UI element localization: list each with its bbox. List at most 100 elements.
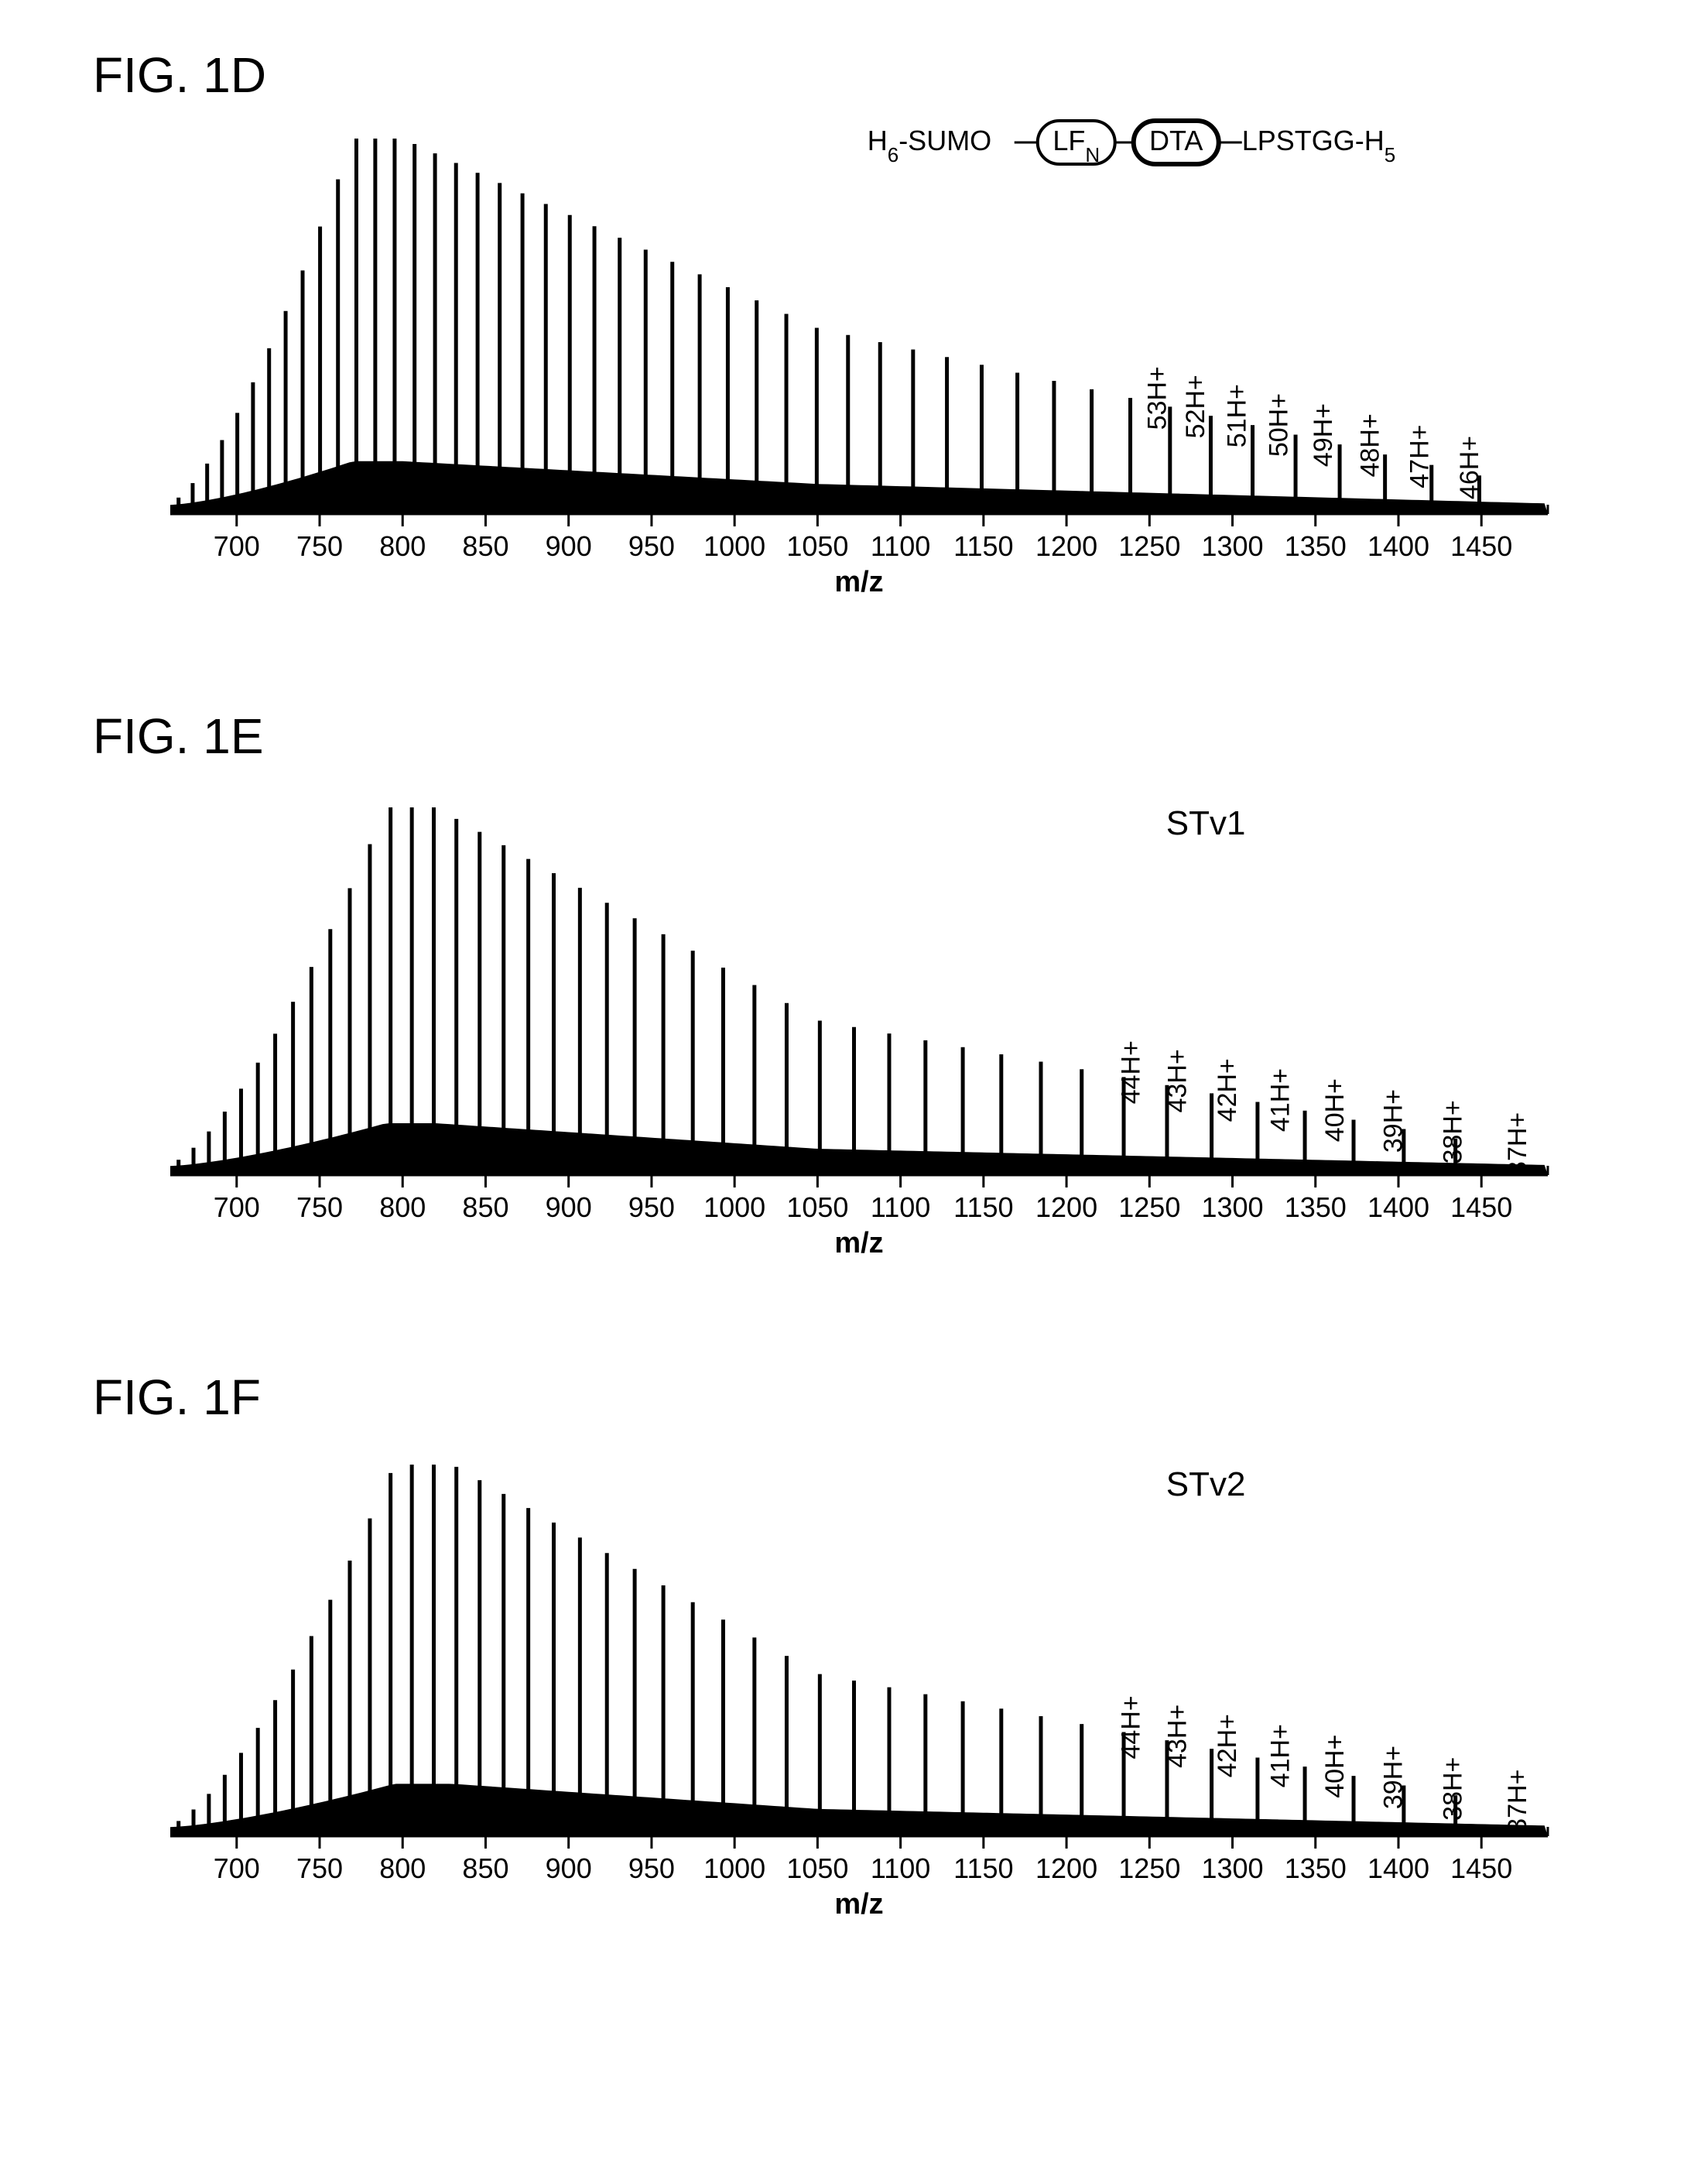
svg-text:44H+: 44H+ <box>1116 1040 1145 1104</box>
x-tick-label: 750 <box>296 1852 343 1884</box>
x-tick-label: 1350 <box>1285 530 1347 562</box>
x-tick-label: 1300 <box>1201 1191 1263 1223</box>
x-tick-label: 700 <box>214 1191 260 1223</box>
x-tick-label: 1150 <box>953 530 1013 562</box>
x-tick-label: 900 <box>546 1191 592 1223</box>
panel-title: FIG. 1E <box>93 708 1615 765</box>
x-tick-label: 800 <box>379 1191 426 1223</box>
svg-text:39H+: 39H+ <box>1378 1746 1408 1809</box>
series-label: STv2 <box>1166 1465 1246 1503</box>
spectrum-svg: 7007508008509009501000105011001150120012… <box>155 111 1563 599</box>
x-tick-label: 700 <box>214 530 260 562</box>
x-tick-label: 1200 <box>1035 530 1097 562</box>
peak-charge-label: 51H+ <box>1223 384 1252 447</box>
svg-text:DTA: DTA <box>1149 125 1203 156</box>
x-tick-label: 1100 <box>871 1852 930 1884</box>
x-tick-label: 850 <box>462 1191 508 1223</box>
peak-charge-label: 49H+ <box>1309 403 1338 467</box>
x-tick-label: 750 <box>296 1191 343 1223</box>
x-tick-label: 1000 <box>703 530 765 562</box>
svg-text:38H+: 38H+ <box>1438 1100 1467 1163</box>
x-axis-label: m/z <box>834 1227 883 1259</box>
x-tick-label: 950 <box>628 1191 675 1223</box>
x-tick-label: 800 <box>379 530 426 562</box>
peak-charge-label: 38H+ <box>1438 1757 1467 1821</box>
x-tick-label: 1050 <box>786 530 848 562</box>
peak-charge-label: 42H+ <box>1213 1714 1242 1777</box>
x-tick-label: 1350 <box>1285 1191 1347 1223</box>
svg-text:47H+: 47H+ <box>1405 425 1435 488</box>
svg-text:52H+: 52H+ <box>1181 375 1210 438</box>
svg-text:LFN: LFN <box>1053 125 1100 166</box>
peak-charge-label: 53H+ <box>1143 366 1172 430</box>
svg-text:43H+: 43H+ <box>1162 1705 1192 1768</box>
panel-fig-1d: FIG. 1D 70075080085090095010001050110011… <box>93 46 1615 599</box>
x-tick-label: 950 <box>628 1852 675 1884</box>
x-tick-label: 1400 <box>1367 1852 1429 1884</box>
x-tick-label: 1400 <box>1367 1191 1429 1223</box>
x-tick-label: 1250 <box>1118 530 1180 562</box>
x-tick-label: 1450 <box>1450 1191 1512 1223</box>
panel-title: FIG. 1F <box>93 1369 1615 1426</box>
x-tick-label: 1350 <box>1285 1852 1347 1884</box>
svg-text:41H+: 41H+ <box>1265 1068 1295 1132</box>
peak-charge-label: 44H+ <box>1116 1695 1145 1759</box>
svg-text:43H+: 43H+ <box>1162 1049 1192 1112</box>
chart-fig-1f: 7007508008509009501000105011001150120012… <box>155 1434 1615 1921</box>
x-tick-label: 1200 <box>1035 1852 1097 1884</box>
peak-charge-label: 47H+ <box>1405 425 1435 488</box>
svg-text:48H+: 48H+ <box>1355 413 1385 477</box>
x-tick-label: 800 <box>379 1852 426 1884</box>
series-label: STv1 <box>1166 804 1246 842</box>
x-tick-label: 900 <box>546 530 592 562</box>
peak-charge-label: 38H+ <box>1438 1100 1467 1163</box>
x-tick-label: 1050 <box>786 1191 848 1223</box>
svg-text:42H+: 42H+ <box>1213 1058 1242 1122</box>
peak-charge-label: 44H+ <box>1116 1040 1145 1104</box>
svg-text:50H+: 50H+ <box>1264 393 1293 457</box>
x-tick-label: 750 <box>296 530 343 562</box>
svg-text:44H+: 44H+ <box>1116 1695 1145 1759</box>
x-axis-label: m/z <box>834 566 883 598</box>
x-tick-label: 1200 <box>1035 1191 1097 1223</box>
x-tick-label: 1150 <box>953 1852 1013 1884</box>
peak-charge-label: 50H+ <box>1264 393 1293 457</box>
x-tick-label: 1300 <box>1201 1852 1263 1884</box>
x-tick-label: 1450 <box>1450 1852 1512 1884</box>
x-tick-label: 850 <box>462 1852 508 1884</box>
peak-charge-label: 40H+ <box>1320 1078 1350 1142</box>
x-tick-label: 700 <box>214 1852 260 1884</box>
panel-fig-1e: FIG. 1E 70075080085090095010001050110011… <box>93 708 1615 1260</box>
construct-schematic: H6-SUMOLFNDTALPSTGG-H5 <box>868 121 1396 166</box>
spectrum-svg: 7007508008509009501000105011001150120012… <box>155 773 1563 1260</box>
peak-charge-label: 41H+ <box>1265 1068 1295 1132</box>
peak-charge-label: 41H+ <box>1265 1724 1295 1787</box>
svg-text:51H+: 51H+ <box>1223 384 1252 447</box>
spectrum-svg: 7007508008509009501000105011001150120012… <box>155 1434 1563 1921</box>
svg-text:LPSTGG-H5: LPSTGG-H5 <box>1242 125 1396 166</box>
x-axis-label: m/z <box>834 1888 883 1921</box>
peak-charge-label: 52H+ <box>1181 375 1210 438</box>
x-tick-label: 1100 <box>871 530 930 562</box>
x-tick-label: 1050 <box>786 1852 848 1884</box>
peak-charge-label: 40H+ <box>1320 1735 1350 1798</box>
chart-fig-1e: 7007508008509009501000105011001150120012… <box>155 773 1615 1260</box>
svg-text:46H+: 46H+ <box>1455 436 1484 499</box>
peak-charge-label: 43H+ <box>1162 1049 1192 1112</box>
svg-text:40H+: 40H+ <box>1320 1735 1350 1798</box>
x-tick-label: 1300 <box>1201 530 1263 562</box>
x-tick-label: 1000 <box>703 1852 765 1884</box>
peak-charge-label: 46H+ <box>1455 436 1484 499</box>
peak-charge-label: 37H+ <box>1503 1770 1532 1833</box>
x-tick-label: 1450 <box>1450 530 1512 562</box>
peak-charge-label: 42H+ <box>1213 1058 1242 1122</box>
peak-charge-label: 37H+ <box>1503 1112 1532 1176</box>
panel-fig-1f: FIG. 1F 70075080085090095010001050110011… <box>93 1369 1615 1921</box>
peak-charge-label: 43H+ <box>1162 1705 1192 1768</box>
svg-text:38H+: 38H+ <box>1438 1757 1467 1821</box>
svg-text:37H+: 37H+ <box>1503 1112 1532 1176</box>
svg-text:39H+: 39H+ <box>1378 1089 1408 1153</box>
x-tick-label: 1150 <box>953 1191 1013 1223</box>
x-tick-label: 1250 <box>1118 1852 1180 1884</box>
svg-text:42H+: 42H+ <box>1213 1714 1242 1777</box>
